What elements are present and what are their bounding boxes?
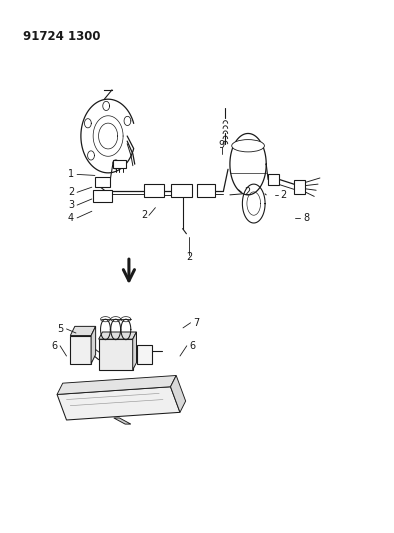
Text: 8: 8 (303, 213, 309, 223)
Polygon shape (57, 375, 176, 394)
FancyBboxPatch shape (294, 180, 305, 195)
Text: 5: 5 (58, 324, 64, 334)
Text: 2: 2 (68, 187, 74, 197)
Polygon shape (98, 332, 136, 339)
Ellipse shape (232, 140, 264, 152)
FancyBboxPatch shape (113, 160, 126, 168)
Text: 91724 1300: 91724 1300 (23, 30, 100, 43)
Text: 9: 9 (219, 140, 225, 150)
FancyBboxPatch shape (197, 183, 215, 197)
FancyBboxPatch shape (93, 190, 112, 202)
Text: 2: 2 (141, 211, 148, 220)
Text: 6: 6 (51, 341, 57, 351)
Polygon shape (70, 326, 96, 336)
Polygon shape (171, 375, 186, 413)
Polygon shape (91, 326, 96, 364)
Text: 3: 3 (68, 200, 74, 210)
Polygon shape (98, 339, 133, 370)
Text: 2: 2 (186, 252, 193, 262)
Text: 4: 4 (68, 213, 74, 223)
FancyBboxPatch shape (95, 177, 110, 187)
Text: 6: 6 (190, 341, 195, 351)
FancyBboxPatch shape (171, 183, 192, 197)
Polygon shape (133, 332, 136, 370)
Polygon shape (70, 336, 91, 364)
Polygon shape (114, 418, 131, 424)
Polygon shape (57, 387, 180, 420)
Text: 7: 7 (193, 318, 199, 328)
Text: 1: 1 (68, 169, 74, 180)
Text: 2: 2 (244, 187, 251, 197)
FancyBboxPatch shape (137, 345, 152, 364)
FancyBboxPatch shape (268, 174, 279, 184)
FancyBboxPatch shape (144, 183, 164, 197)
Text: 2: 2 (280, 190, 286, 200)
